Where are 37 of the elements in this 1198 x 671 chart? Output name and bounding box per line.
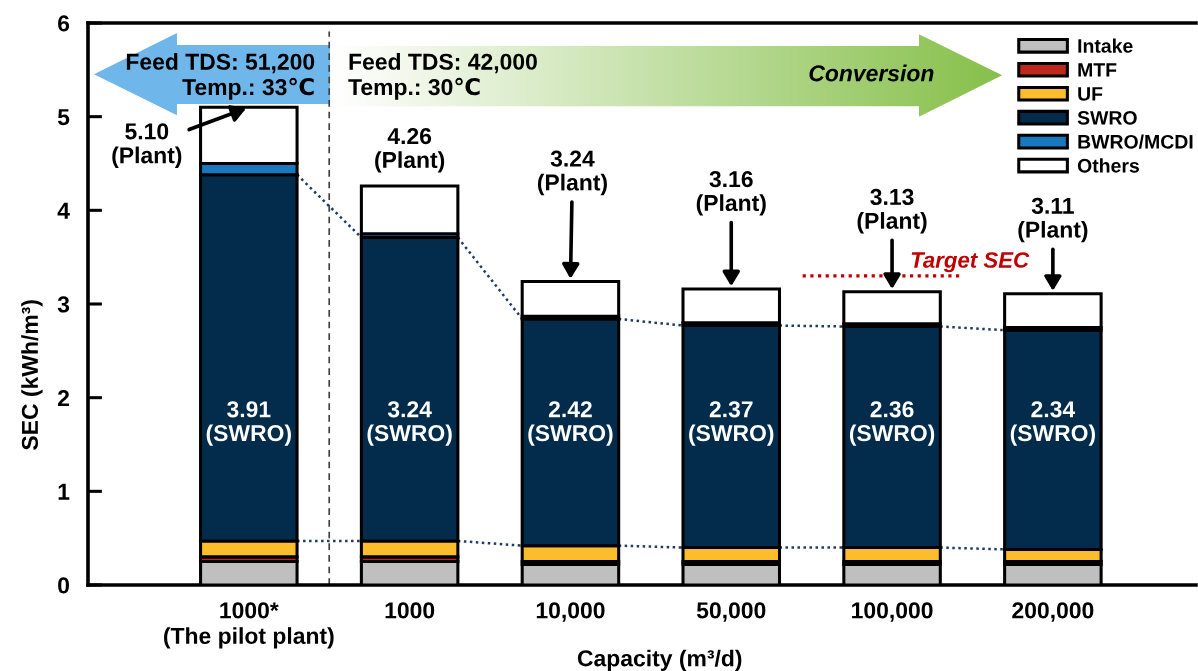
annotation: 3.16 (Plant) bbox=[696, 171, 766, 216]
data-label: 3.91 (SWRO) bbox=[206, 401, 291, 446]
legend-label: SWRO bbox=[1077, 110, 1137, 125]
x-tick-label: 10,000 bbox=[536, 602, 605, 622]
annotation: 5.10 (Plant) bbox=[112, 123, 182, 168]
x-tick-label: 100,000 bbox=[852, 602, 933, 622]
annotation: 4.26 (Plant) bbox=[375, 127, 445, 173]
y-tick-label: 2 bbox=[58, 389, 70, 406]
x-tick-label: 1000 bbox=[385, 602, 435, 619]
annotation: Feed TDS: 42,000 Temp.: 30℃ bbox=[348, 53, 537, 100]
annotation: 3.11 (Plant) bbox=[1018, 197, 1088, 243]
x-tick-label: 200,000 bbox=[1012, 602, 1094, 622]
x-axis-title: Capacity (m³/d) bbox=[577, 649, 742, 671]
y-tick-label: 0 bbox=[58, 577, 70, 594]
legend-label: UF bbox=[1078, 87, 1103, 101]
y-tick-label: 1 bbox=[58, 483, 70, 500]
ref-line-label: Target SEC bbox=[911, 252, 1030, 273]
y-tick-label: 6 bbox=[58, 15, 70, 32]
data-label: 2.34 (SWRO) bbox=[1010, 401, 1096, 446]
legend-label: Intake bbox=[1078, 38, 1133, 53]
data-label: 2.36 (SWRO) bbox=[849, 401, 935, 446]
data-label: 2.42 (SWRO) bbox=[528, 401, 613, 446]
y-tick-label: 3 bbox=[57, 296, 70, 313]
legend-label: Others bbox=[1077, 158, 1139, 173]
annotation: Conversion bbox=[809, 64, 934, 82]
y-tick-label: 5 bbox=[57, 109, 70, 126]
x-tick-label: 50,000 bbox=[696, 602, 766, 622]
y-axis-title: SEC (kWh/m³) bbox=[21, 300, 43, 450]
data-label: 3.24 (SWRO) bbox=[367, 401, 452, 446]
data-label: 2.37 (SWRO) bbox=[689, 401, 774, 446]
annotation: Feed TDS: 51,200 Temp.: 33℃ bbox=[126, 53, 315, 100]
annotation: 3.13 (Plant) bbox=[857, 188, 927, 234]
legend-label: BWRO/MCDI bbox=[1078, 134, 1193, 149]
annotation: 3.24 (Plant) bbox=[537, 150, 607, 196]
legend-label: MTF bbox=[1078, 63, 1117, 77]
x-tick-label: 1000* (The pilot plant) bbox=[164, 602, 334, 649]
y-tick-label: 4 bbox=[57, 202, 70, 219]
